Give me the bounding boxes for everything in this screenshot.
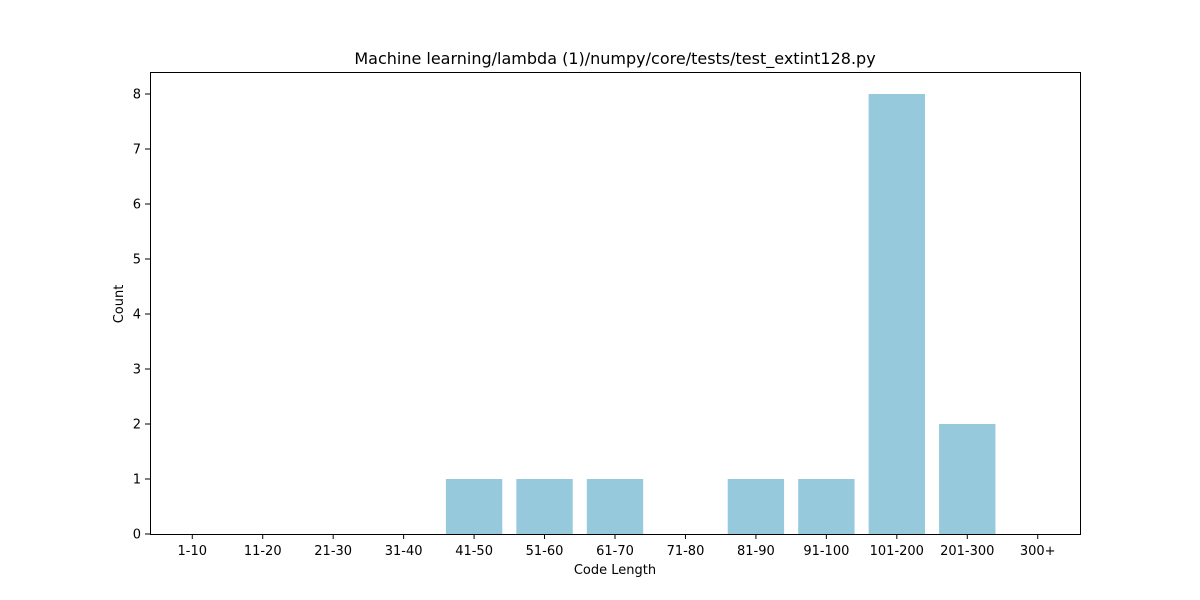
x-tick-label: 51-60 <box>526 544 564 559</box>
y-tick-label: 3 <box>133 363 141 378</box>
x-axis-ticks: 1-10 11-20 21-30 31-40 41-50 51-60 61-70 71-80 8… <box>178 534 1056 559</box>
x-tick-label: 201-300 <box>940 544 994 559</box>
y-axis-ticks: 0 1 2 3 4 5 6 7 8 <box>133 88 150 543</box>
x-tick-label: 21-30 <box>314 544 352 559</box>
x-tick-label: 31-40 <box>385 544 423 559</box>
x-tick-label: 1-10 <box>178 544 208 559</box>
y-tick-label: 6 <box>133 198 141 213</box>
y-tick-label: 8 <box>133 88 141 103</box>
y-tick-label: 4 <box>133 308 141 323</box>
bar-101-200 <box>868 94 925 534</box>
x-axis-label: Code Length <box>574 563 656 578</box>
y-tick-label: 5 <box>133 253 141 268</box>
x-tick-label: 61-70 <box>596 544 634 559</box>
x-tick-label: 71-80 <box>667 544 705 559</box>
x-tick-label: 91-100 <box>803 544 849 559</box>
bar-91-100 <box>798 479 855 534</box>
x-tick-label: 101-200 <box>870 544 924 559</box>
bar-41-50 <box>445 479 503 534</box>
plot-frame <box>150 72 1081 535</box>
x-tick-label: 11-20 <box>244 544 282 559</box>
bar-51-60 <box>516 479 573 534</box>
x-tick-label: 41-50 <box>455 544 493 559</box>
bar-201-300 <box>939 424 996 534</box>
chart-title: Machine learning/lambda (1)/numpy/core/t… <box>354 49 875 69</box>
bar-61-70 <box>586 479 644 534</box>
bar-81-90 <box>727 479 785 534</box>
y-tick-label: 0 <box>133 528 141 543</box>
bars-group <box>445 94 996 534</box>
y-tick-label: 2 <box>133 418 141 433</box>
y-axis-label: Count <box>112 285 127 324</box>
x-tick-label: 300+ <box>1020 544 1056 559</box>
y-tick-label: 7 <box>133 143 141 158</box>
y-tick-label: 1 <box>133 473 141 488</box>
x-tick-label: 81-90 <box>737 544 775 559</box>
